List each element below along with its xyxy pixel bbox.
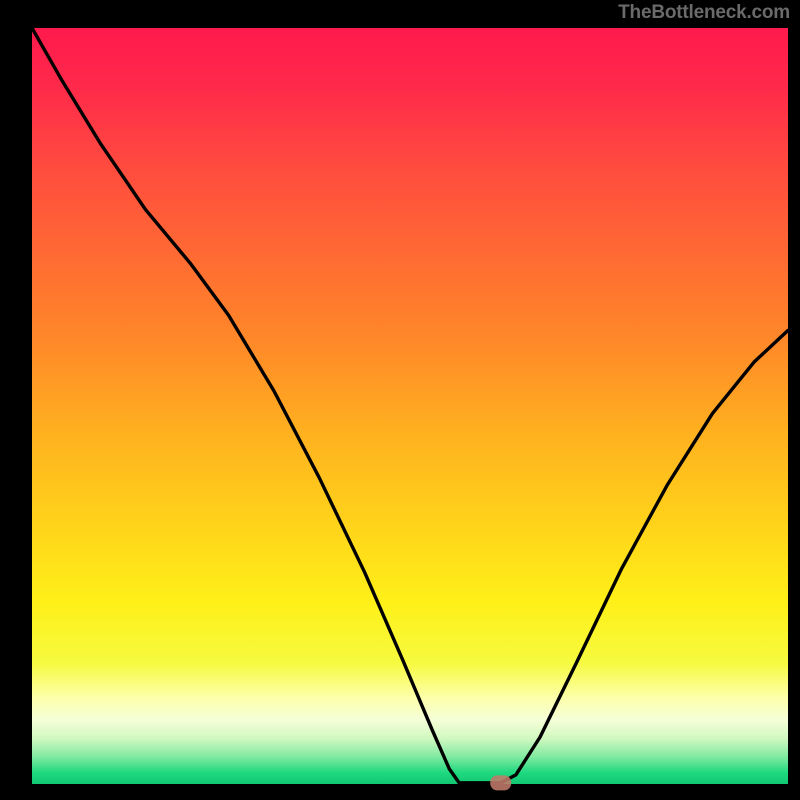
chart-container: TheBottleneck.com [0,0,800,800]
watermark-text: TheBottleneck.com [618,2,790,24]
chart-background [0,0,800,800]
